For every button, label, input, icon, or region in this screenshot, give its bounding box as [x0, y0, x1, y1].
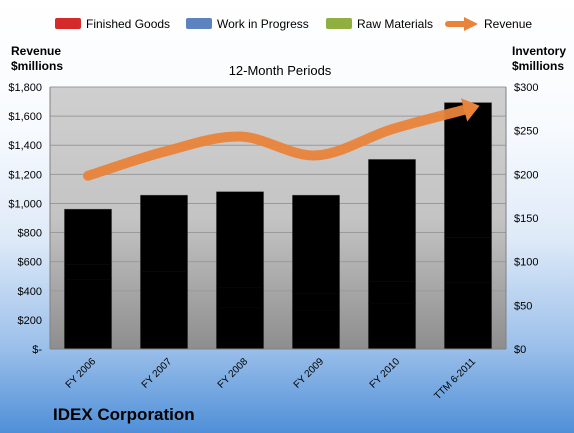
bar-finished-goods — [216, 306, 264, 350]
x-category-label: TTM 6-2011 — [432, 356, 478, 402]
gridlines — [50, 86, 506, 321]
legend-swatch-work-in-progress — [186, 18, 212, 29]
right-axis-ticks: $0 $50 $100 $150 $200 $250 $300 — [514, 82, 538, 356]
right-axis-title-line1: Inventory — [512, 44, 566, 58]
bar-work-in-progress — [444, 236, 492, 284]
left-tick-label: $800 — [18, 228, 42, 240]
x-category-label: FY 2010 — [368, 356, 403, 391]
plot-area — [50, 87, 506, 349]
bar-raw-materials — [64, 208, 112, 265]
bars — [64, 102, 492, 350]
x-axis-categories: FY 2006 FY 2007 FY 2008 FY 2009 FY 2010 TTM 6… — [64, 356, 479, 402]
bar-work-in-progress — [368, 281, 416, 304]
chart-title: 12-Month Periods — [229, 63, 332, 78]
right-tick-label: $200 — [514, 169, 538, 181]
left-axis-ticks: $- $200 $400 $600 $800 $1,000 $1,200 $1,400 $1,6… — [8, 82, 42, 356]
left-tick-label: $1,200 — [8, 169, 42, 181]
left-tick-label: $1,400 — [8, 140, 42, 152]
company-name: IDEX Corporation — [53, 405, 195, 424]
left-tick-label: $- — [32, 344, 42, 356]
bar-raw-materials — [292, 194, 340, 294]
legend-arrowhead-revenue — [464, 17, 478, 31]
legend-label-raw-materials: Raw Materials — [357, 17, 433, 31]
bar-raw-materials — [368, 159, 416, 283]
left-tick-label: $1,800 — [8, 82, 42, 94]
x-category-label: FY 2006 — [64, 356, 99, 391]
left-tick-label: $600 — [18, 257, 42, 269]
right-axis-title-line2: $millions — [512, 59, 564, 73]
right-tick-label: $50 — [514, 300, 532, 312]
left-axis-title-line2: $millions — [11, 59, 63, 73]
right-tick-label: $0 — [514, 344, 526, 356]
revenue-arrowhead — [461, 98, 480, 122]
legend-label-work-in-progress: Work in Progress — [217, 17, 309, 31]
left-tick-label: $200 — [18, 315, 42, 327]
bar-work-in-progress — [216, 287, 264, 308]
bar-finished-goods — [292, 310, 340, 350]
bar-finished-goods — [140, 290, 188, 350]
right-tick-label: $150 — [514, 213, 538, 225]
left-axis-title-line1: Revenue — [11, 44, 61, 58]
bar-work-in-progress — [140, 270, 188, 291]
bar-raw-materials — [444, 102, 492, 238]
x-category-label: FY 2007 — [140, 356, 175, 391]
bar-raw-materials — [140, 194, 188, 272]
x-category-label: FY 2008 — [216, 356, 251, 391]
bar-raw-materials — [216, 191, 264, 289]
right-tick-label: $300 — [514, 82, 538, 94]
legend-label-finished-goods: Finished Goods — [86, 17, 170, 31]
bar-finished-goods — [64, 278, 112, 350]
legend-item-revenue: Revenue — [445, 17, 532, 31]
legend-item-finished-goods: Finished Goods — [55, 17, 170, 31]
bar-work-in-progress — [64, 263, 112, 280]
legend-item-work-in-progress: Work in Progress — [186, 17, 309, 31]
x-category-label: FY 2009 — [292, 356, 327, 391]
bar-work-in-progress — [292, 292, 340, 311]
bar-finished-goods — [444, 282, 492, 350]
revenue-line — [83, 103, 473, 181]
right-tick-label: $250 — [514, 126, 538, 138]
left-tick-label: $400 — [18, 286, 42, 298]
left-tick-label: $1,600 — [8, 111, 42, 123]
legend-item-raw-materials: Raw Materials — [326, 17, 433, 31]
legend: Finished Goods Work in Progress Raw Mate… — [55, 17, 532, 31]
legend-swatch-raw-materials — [326, 18, 352, 29]
legend-swatch-finished-goods — [55, 18, 81, 29]
revenue-line-layer — [83, 98, 480, 181]
left-tick-label: $1,000 — [8, 198, 42, 210]
right-tick-label: $100 — [514, 257, 538, 269]
bar-finished-goods — [368, 303, 416, 350]
legend-label-revenue: Revenue — [484, 17, 532, 31]
